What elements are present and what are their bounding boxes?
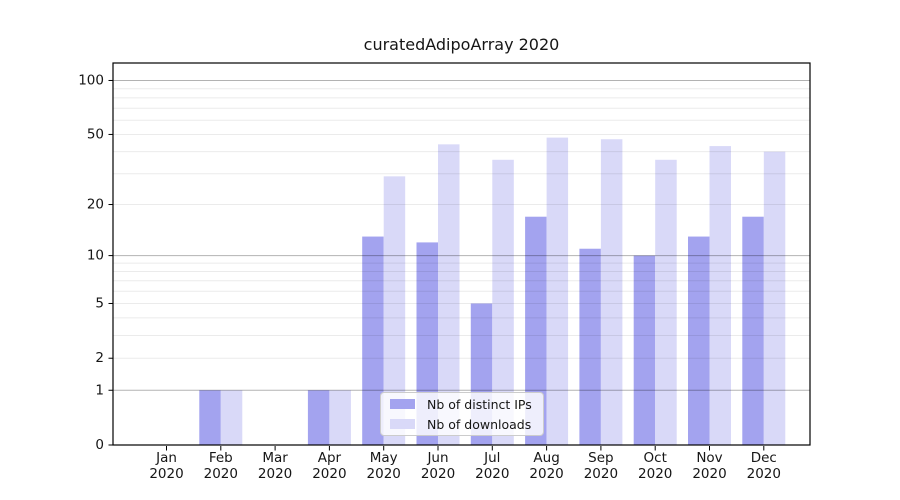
x-tick-label-month-6: Jul (483, 450, 500, 466)
bar-downloads-feb (220, 390, 243, 445)
x-tick-label-year-9: 2020 (638, 466, 672, 482)
x-tick-label-month-8: Sep (588, 450, 613, 466)
y-tick-label-100: 100 (78, 72, 104, 88)
x-axis: Jan2020Feb2020Mar2020Apr2020May2020Jun20… (149, 446, 781, 482)
legend-label-distinct-ips: Nb of distinct IPs (427, 396, 532, 412)
x-tick-label-year-11: 2020 (747, 466, 781, 482)
x-tick-label-month-2: Mar (262, 450, 288, 466)
x-tick-label-month-4: May (370, 450, 398, 466)
y-axis: 0 1 2 5 10 20 50 100 (78, 72, 113, 453)
bar-distinct-ips-apr (307, 390, 330, 445)
bar-distinct-ips-feb (199, 390, 221, 445)
x-tick-label-year-7: 2020 (529, 466, 563, 482)
bars-group (199, 137, 786, 446)
plot-border (112, 62, 811, 446)
grid-minor-group (113, 88, 810, 359)
y-tick-label-5: 5 (95, 295, 104, 311)
x-tick-label-month-3: Apr (318, 450, 342, 466)
x-tick-label-month-0: Jan (155, 450, 177, 466)
x-tick-label-year-4: 2020 (367, 466, 401, 482)
y-tick-label-1: 1 (95, 382, 104, 398)
x-tick-label-year-1: 2020 (204, 466, 238, 482)
x-tick-label-year-0: 2020 (149, 466, 183, 482)
grid-major-group (113, 79, 810, 391)
legend-label-downloads: Nb of downloads (427, 416, 532, 432)
x-tick-label-month-7: Aug (533, 450, 559, 466)
x-tick-label-year-5: 2020 (421, 466, 455, 482)
x-tick-label-month-10: Nov (696, 450, 722, 466)
x-tick-label-month-9: Oct (644, 450, 667, 466)
bar-downloads-jun (438, 144, 460, 446)
x-tick-label-month-5: Jun (426, 450, 448, 466)
bar-distinct-ips-may (362, 236, 384, 445)
x-tick-label-year-6: 2020 (475, 466, 509, 482)
bar-downloads-may (383, 176, 406, 445)
y-tick-label-2: 2 (95, 350, 104, 366)
legend-swatch-distinct-ips (390, 398, 415, 410)
bar-downloads-oct (655, 159, 677, 445)
bar-downloads-aug (546, 137, 569, 445)
legend-swatch-downloads (390, 418, 415, 430)
bar-distinct-ips-dec (742, 216, 764, 445)
y-tick-label-0: 0 (95, 437, 104, 453)
bar-distinct-ips-oct (633, 255, 656, 445)
bar-distinct-ips-sep (579, 248, 601, 445)
bar-distinct-ips-nov (688, 236, 710, 445)
bar-downloads-jul (492, 159, 514, 445)
bar-downloads-sep (600, 139, 623, 446)
chart-title: curatedAdipoArray 2020 (363, 35, 560, 54)
x-tick-label-year-8: 2020 (584, 466, 618, 482)
legend-item-downloads: Nb of downloads (381, 414, 543, 434)
y-tick-label-10: 10 (87, 248, 104, 264)
bar-distinct-ips-aug (525, 216, 547, 445)
y-tick-label-50: 50 (87, 126, 104, 142)
bar-downloads-dec (763, 151, 786, 445)
bar-downloads-apr (329, 390, 351, 445)
y-tick-label-20: 20 (87, 197, 104, 213)
x-tick-label-month-11: Dec (751, 450, 777, 466)
bar-downloads-nov (709, 146, 731, 445)
legend: Nb of distinct IPs Nb of downloads (380, 392, 544, 436)
x-tick-label-year-3: 2020 (312, 466, 346, 482)
x-tick-label-year-10: 2020 (692, 466, 726, 482)
x-tick-label-year-2: 2020 (258, 466, 292, 482)
x-tick-label-month-1: Feb (209, 450, 233, 466)
legend-item-distinct-ips: Nb of distinct IPs (381, 394, 543, 414)
